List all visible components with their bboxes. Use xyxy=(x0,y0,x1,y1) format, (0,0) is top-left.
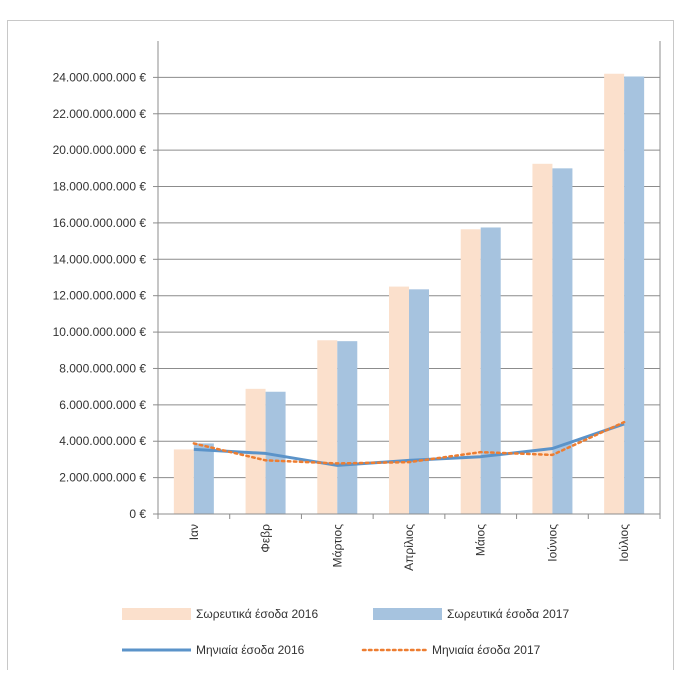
legend-label: Σωρευτικά έσοδα 2016 xyxy=(196,607,318,621)
y-tick-label: 4.000.000.000 € xyxy=(59,434,146,448)
bars xyxy=(173,73,645,514)
y-tick-label: 6.000.000.000 € xyxy=(59,398,146,412)
y-tick-label: 24.000.000.000 € xyxy=(53,70,147,84)
bar-2016 xyxy=(460,229,481,514)
x-tick-label: Ιαν xyxy=(187,524,201,540)
chart: 0 € 2.000.000.000 € 4.000.000.000 € 6.000.0… xyxy=(53,41,661,657)
bar-2017 xyxy=(409,289,429,514)
bar-2017 xyxy=(193,443,214,514)
x-tick-label: Μάιος xyxy=(474,524,488,556)
chart-area: 0 € 2.000.000.000 € 4.000.000.000 € 6.000.0… xyxy=(7,20,674,670)
y-tick-label: 20.000.000.000 € xyxy=(53,143,147,157)
x-tick-label: Μάρτιος xyxy=(330,524,344,568)
axes xyxy=(153,41,661,519)
legend: Σωρευτικά έσοδα 2016 Σωρευτικά έσοδα 2017… xyxy=(122,607,569,657)
x-tick-label: Ιούνιος xyxy=(545,524,559,562)
bar-2016 xyxy=(532,163,553,514)
cropped-text-strip xyxy=(0,0,681,8)
legend-label: Μηνιαία έσοδα 2016 xyxy=(196,643,305,657)
bar-2017 xyxy=(624,76,645,514)
y-tick-label: 8.000.000.000 € xyxy=(59,361,146,375)
x-tick-label: Ιούλιος xyxy=(617,524,631,562)
series-line-2017 xyxy=(192,420,626,465)
x-tick-label: Απρίλιος xyxy=(402,524,416,571)
bar-2017 xyxy=(265,391,286,514)
y-tick-label: 10.000.000.000 € xyxy=(53,325,147,339)
y-tick-label: 22.000.000.000 € xyxy=(53,107,147,121)
bar-2016 xyxy=(173,449,194,514)
bar-2017 xyxy=(337,341,358,514)
bar-2016 xyxy=(317,340,338,514)
bar-2017 xyxy=(552,168,573,514)
x-tick-label: Φεβρ xyxy=(259,524,273,553)
bar-2017 xyxy=(480,227,501,514)
y-tick-label: 18.000.000.000 € xyxy=(53,180,147,194)
legend-swatch-2016 xyxy=(122,608,191,620)
y-tick-labels: 0 € 2.000.000.000 € 4.000.000.000 € 6.000.0… xyxy=(53,70,147,521)
bar-2016 xyxy=(604,73,625,514)
bar-2016 xyxy=(389,286,409,514)
legend-swatch-2017 xyxy=(373,608,442,620)
series-line-2016 xyxy=(193,422,625,467)
y-tick-label: 0 € xyxy=(129,507,146,521)
x-tick-labels: Ιαν Φεβρ Μάρτιος Απρίλιος Μάιος Ιούνιος Ιούλιο… xyxy=(187,524,631,571)
legend-label: Μηνιαία έσοδα 2017 xyxy=(432,643,541,657)
legend-label: Σωρευτικά έσοδα 2017 xyxy=(447,607,569,621)
y-tick-label: 2.000.000.000 € xyxy=(59,471,146,485)
y-tick-label: 16.000.000.000 € xyxy=(53,216,147,230)
y-tick-label: 14.000.000.000 € xyxy=(53,252,147,266)
y-tick-label: 12.000.000.000 € xyxy=(53,289,147,303)
lines xyxy=(192,420,626,467)
